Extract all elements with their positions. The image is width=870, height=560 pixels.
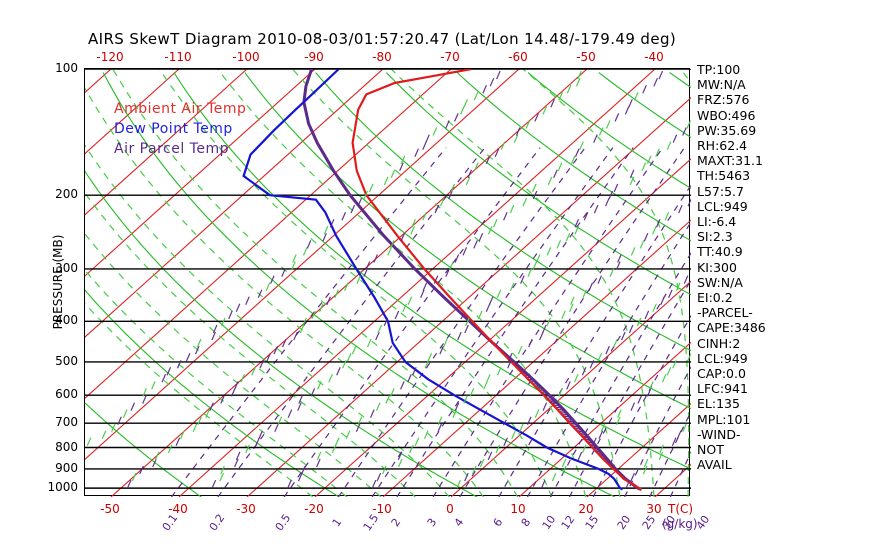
y-axis-label: PRESSURE (MB)	[51, 234, 65, 330]
mixing-ratio-tick-label: 4	[451, 515, 467, 530]
bottom-temperature-tick-label: 30	[646, 502, 662, 516]
sounding-index-row: TP:100	[697, 62, 741, 77]
sounding-index-row: TH:5463	[697, 168, 751, 184]
bottom-temperature-tick-label: -20	[304, 502, 324, 516]
page-title: AIRS SkewT Diagram 2010-08-03/01:57:20.4…	[88, 30, 677, 48]
top-tick-label: -110	[164, 50, 192, 64]
top-tick-label: -90	[304, 50, 324, 64]
mixing-ratio-tick-label: 3	[424, 515, 440, 530]
sounding-index-row: MW:N/A	[697, 77, 746, 93]
sounding-index-row: AVAIL	[697, 457, 732, 473]
x-axis-label-mixing-ratio: (g/kg)	[662, 517, 698, 531]
sounding-index-row: CINH:2	[697, 335, 741, 351]
x-axis-label-temperature: T(C)	[668, 502, 694, 516]
sounding-index-row: WBO:496	[697, 107, 756, 123]
sounding-index-row: NOT	[697, 442, 724, 458]
top-tick-label: -100	[232, 50, 260, 64]
top-tick-label: -50	[576, 50, 596, 64]
legend-ambient-air-temp: Ambient Air Temp	[114, 101, 247, 117]
sounding-index-row: SI:2.3	[697, 229, 733, 245]
mixing-ratio-tick-label: 8	[519, 515, 534, 530]
sounding-index-row: KI:300	[697, 259, 737, 275]
bottom-temperature-tick-label: -30	[236, 502, 256, 516]
pressure-tick-label: 100	[55, 61, 78, 75]
top-tick-label: -40	[644, 50, 664, 64]
mixing-ratio-tick-label: 2	[388, 515, 404, 530]
mixing-ratio-tick-label: 1	[330, 515, 345, 530]
sounding-index-row: EI:0.2	[697, 290, 733, 306]
mixing-ratio-tick-label: 12	[559, 513, 578, 532]
bottom-temperature-tick-label: -50	[100, 502, 120, 516]
sounding-index-row: -PARCEL-	[697, 305, 753, 321]
sounding-index-row: TT:40.9	[697, 244, 743, 260]
pressure-tick-label: 1000	[47, 480, 78, 495]
top-tick-label: -80	[372, 50, 392, 64]
sounding-index-row: L57:5.7	[697, 183, 744, 199]
mixing-ratio-tick-label: 0.5	[272, 511, 294, 534]
bottom-temperature-tick-label: 0	[446, 502, 454, 516]
pressure-tick-label: 500	[55, 353, 78, 368]
mixing-ratio-tick-label: 20	[614, 513, 634, 532]
sounding-index-row: LI:-6.4	[697, 214, 737, 230]
legend-air-parcel-temp: Air Parcel Temp	[114, 141, 229, 157]
skewt-plot-area	[84, 68, 691, 497]
sounding-index-row: CAPE:3486	[697, 320, 766, 336]
sounding-index-row: PW:35.69	[697, 122, 757, 138]
sounding-index-row: RH:62.4	[697, 138, 748, 154]
sounding-index-row: SW:N/A	[697, 274, 743, 290]
legend-dew-point-temp: Dew Point Temp	[114, 121, 233, 137]
sounding-index-row: EL:135	[697, 396, 740, 412]
mixing-ratio-tick-label: 0.2	[206, 511, 228, 534]
sounding-index-row: MPL:101	[697, 411, 751, 427]
bottom-temperature-tick-label: -40	[168, 502, 188, 516]
top-tick-label: -120	[96, 50, 124, 64]
sounding-index-row: LCL:949	[697, 350, 748, 366]
sounding-index-row: LCL:949	[697, 198, 748, 214]
bottom-temperature-tick-label: -10	[372, 502, 392, 516]
pressure-tick-label: 600	[55, 387, 78, 402]
pressure-tick-label: 900	[55, 460, 78, 475]
sounding-index-row: MAXT:31.1	[697, 153, 763, 169]
pressure-tick-label: 800	[55, 439, 78, 454]
sounding-index-row: CAP:0.0	[697, 366, 746, 382]
pressure-tick-label: 300	[55, 260, 78, 275]
sounding-index-row: LFC:941	[697, 381, 748, 397]
top-tick-label: -60	[508, 50, 528, 64]
top-tick-label: -70	[440, 50, 460, 64]
pressure-tick-label: 700	[55, 415, 78, 430]
mixing-ratio-tick-label: 10	[539, 513, 559, 532]
skewt-plot-svg	[85, 69, 691, 497]
pressure-tick-label: 400	[55, 313, 78, 328]
bottom-temperature-tick-label: 20	[578, 502, 594, 516]
sounding-indices-panel: TP:100 MW:N/A FRZ:576 WBO:496 PW:35.69 RH:62.…	[697, 62, 817, 472]
sounding-index-row: -WIND-	[697, 426, 741, 442]
mixing-ratio-tick-label: 6	[490, 515, 506, 530]
bottom-temperature-tick-label: 10	[510, 502, 526, 516]
pressure-tick-label: 200	[55, 187, 78, 202]
sounding-index-row: FRZ:576	[697, 92, 750, 108]
